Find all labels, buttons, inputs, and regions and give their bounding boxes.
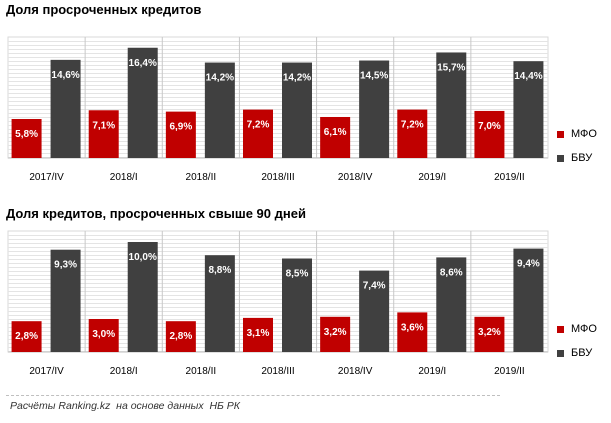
- source-note: Расчёты Ranking.kz на основе данных НБ Р…: [10, 400, 240, 412]
- data-label-bvu: 7,4%: [363, 281, 386, 292]
- overdue-loans-chart: 5,8% 14,6% 2017/IV 7,1% 16,4% 2018/I 6,9% 14,2%…: [7, 36, 549, 183]
- bar-mfo: [165, 111, 196, 158]
- bar-bvu: [513, 61, 544, 159]
- x-tick-label: 2018/II: [186, 366, 217, 377]
- data-label-bvu: 14,2%: [206, 73, 234, 84]
- legend-swatch-bvu: [557, 154, 564, 162]
- bar-bvu: [359, 60, 390, 158]
- bar-bvu: [282, 62, 312, 158]
- data-label-mfo: 3,2%: [324, 327, 347, 338]
- bar-mfo: [397, 109, 428, 158]
- bar-mfo: [165, 321, 196, 352]
- bar-mfo: [11, 119, 42, 158]
- legend-label-bvu: БВУ: [571, 347, 593, 359]
- overdue-90-days-chart: 2,8% 9,3% 2017/IV 3,0% 10,0% 2018/I 2,8% 8,8% 20…: [7, 230, 549, 377]
- bar-bvu: [282, 258, 312, 352]
- legend-overdue-loans: МФО БВУ: [557, 127, 597, 175]
- data-label-mfo: 7,2%: [401, 120, 424, 131]
- bar-mfo: [11, 321, 42, 352]
- data-label-bvu: 14,2%: [283, 73, 311, 84]
- bar-bvu: [127, 242, 158, 352]
- bar-bvu: [50, 59, 81, 158]
- bar-bvu: [204, 255, 235, 352]
- x-tick-label: 2018/III: [261, 172, 294, 183]
- data-label-mfo: 6,1%: [324, 127, 347, 138]
- bar-bvu: [50, 249, 81, 352]
- data-label-bvu: 14,6%: [51, 70, 79, 81]
- bar-mfo: [474, 316, 505, 352]
- chart-title-overdue-90-days: Доля кредитов, просроченных свыше 90 дне…: [6, 206, 306, 221]
- bar-bvu: [204, 62, 235, 158]
- x-tick-label: 2019/II: [494, 172, 525, 183]
- bar-mfo: [474, 110, 505, 158]
- x-tick-label: 2018/I: [110, 366, 138, 377]
- legend-swatch-bvu: [557, 349, 564, 357]
- bar-mfo: [243, 317, 273, 352]
- x-tick-label: 2018/I: [110, 172, 138, 183]
- data-label-bvu: 15,7%: [437, 62, 465, 73]
- chart-title-overdue-loans: Доля просроченных кредитов: [6, 2, 202, 17]
- bar-bvu: [513, 248, 544, 352]
- x-tick-label: 2019/I: [418, 366, 446, 377]
- legend-swatch-mfo: [557, 130, 564, 138]
- legend-item-mfo: МФО: [557, 127, 597, 141]
- bar-mfo: [320, 116, 351, 158]
- legend-overdue-90-days: МФО БВУ: [557, 322, 597, 370]
- legend-item-mfo: МФО: [557, 322, 597, 336]
- data-label-bvu: 10,0%: [129, 252, 157, 263]
- x-tick-label: 2017/IV: [29, 366, 64, 377]
- data-label-mfo: 2,8%: [169, 331, 192, 342]
- legend-swatch-mfo: [557, 325, 564, 333]
- legend-item-bvu: БВУ: [557, 151, 597, 165]
- data-label-bvu: 9,4%: [517, 259, 540, 270]
- data-label-mfo: 7,1%: [92, 120, 115, 131]
- legend-label-bvu: БВУ: [571, 152, 593, 164]
- bar-bvu: [127, 47, 158, 158]
- data-label-bvu: 9,3%: [54, 260, 77, 271]
- data-label-bvu: 8,5%: [286, 269, 309, 280]
- data-label-mfo: 3,6%: [401, 322, 424, 333]
- bar-bvu: [436, 52, 467, 158]
- bar-mfo: [243, 109, 273, 158]
- bar-bvu: [359, 270, 390, 352]
- data-label-mfo: 5,8%: [15, 129, 38, 140]
- data-label-bvu: 8,8%: [208, 265, 231, 276]
- data-label-mfo: 2,8%: [15, 331, 38, 342]
- data-label-mfo: 3,2%: [478, 327, 501, 338]
- data-label-bvu: 14,5%: [360, 71, 388, 82]
- x-tick-label: 2018/III: [261, 366, 294, 377]
- data-label-bvu: 14,4%: [514, 71, 542, 82]
- data-label-mfo: 3,0%: [92, 329, 115, 340]
- bar-bvu: [436, 257, 467, 352]
- data-label-mfo: 7,0%: [478, 121, 501, 132]
- legend-label-mfo: МФО: [571, 323, 597, 335]
- bar-mfo: [320, 316, 351, 352]
- x-tick-label: 2018/IV: [338, 172, 373, 183]
- x-tick-label: 2019/II: [494, 366, 525, 377]
- legend-label-mfo: МФО: [571, 128, 597, 140]
- bar-mfo: [397, 312, 428, 352]
- x-tick-label: 2018/IV: [338, 366, 373, 377]
- data-label-mfo: 6,9%: [169, 122, 192, 133]
- x-tick-label: 2018/II: [186, 172, 217, 183]
- bar-mfo: [88, 110, 119, 158]
- bar-mfo: [88, 319, 119, 352]
- source-divider: [6, 395, 500, 396]
- data-label-mfo: 7,2%: [247, 120, 270, 131]
- x-tick-label: 2019/I: [418, 172, 446, 183]
- x-tick-label: 2017/IV: [29, 172, 64, 183]
- legend-item-bvu: БВУ: [557, 346, 597, 360]
- data-label-bvu: 8,6%: [440, 267, 463, 278]
- data-label-mfo: 3,1%: [247, 328, 270, 339]
- data-label-bvu: 16,4%: [129, 58, 157, 69]
